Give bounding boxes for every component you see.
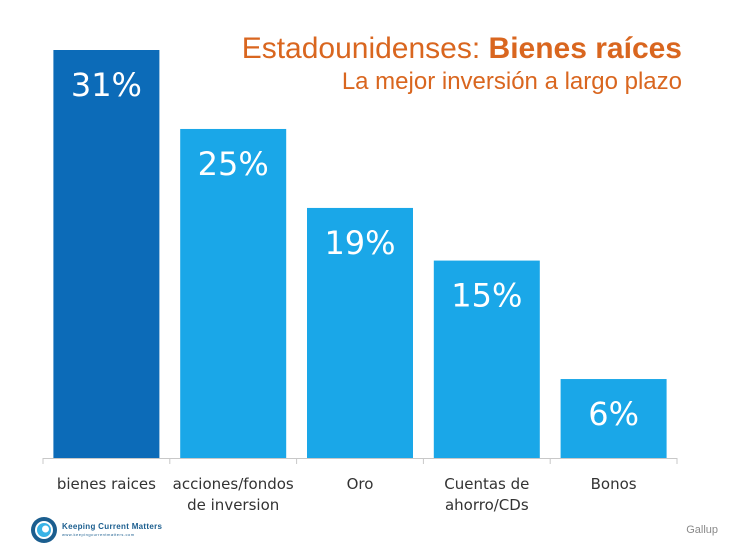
category-labels: bienes raices acciones/fondos de inversion… (57, 475, 637, 514)
bars-group: 31% 25% 19% 15% 6% (53, 50, 667, 458)
title-main: Estadounidenses: Bienes raíces (242, 32, 682, 66)
bar (53, 50, 160, 458)
title-part2: Bienes raíces (488, 32, 682, 65)
source-label: Gallup (686, 524, 718, 536)
title-part1: Estadounidenses: (241, 32, 489, 65)
brand-name: Keeping Current Matters (62, 522, 163, 531)
bar-value-label: 6% (588, 395, 639, 433)
bar-value-label: 19% (324, 224, 395, 262)
bar (307, 207, 413, 458)
bar-value-label: 25% (198, 145, 269, 183)
bar (180, 128, 287, 458)
category-label: Bonos (591, 475, 637, 493)
category-label: de inversion (187, 496, 279, 514)
category-label: bienes raices (57, 475, 156, 493)
bar (560, 379, 667, 458)
category-label: Cuentas de (444, 475, 529, 493)
chart-title: Estadounidenses: Bienes raíces La mejor … (242, 32, 682, 98)
bar-value-label: 15% (451, 277, 522, 315)
swirl-logo-icon (31, 517, 57, 543)
bar-value-label: 31% (71, 66, 142, 104)
brand-logo-block: Keeping Current Matters www.keepingcurre… (30, 516, 162, 544)
bar (433, 260, 540, 458)
brand-url: www.keepingcurrentmatters.com (62, 532, 135, 537)
category-label: ahorro/CDs (445, 496, 529, 514)
title-subtitle: La mejor inversión a largo plazo (341, 68, 682, 95)
category-label: Oro (347, 475, 374, 493)
x-axis (42, 458, 678, 464)
category-label: acciones/fondos (173, 475, 294, 493)
